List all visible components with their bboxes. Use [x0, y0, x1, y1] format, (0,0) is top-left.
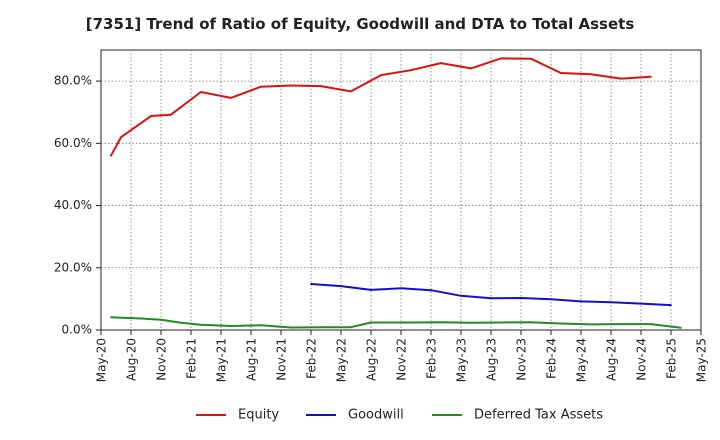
x-tick-label: May-24 — [575, 338, 589, 382]
goodwill-point — [370, 288, 372, 291]
goodwill-point — [490, 297, 492, 300]
goodwill-point — [580, 300, 582, 303]
equity-point — [350, 90, 352, 93]
x-tick-label: Aug-22 — [365, 338, 379, 381]
equity-point — [230, 97, 232, 99]
equity-point — [500, 57, 502, 60]
deferred-tax-assets-point — [440, 321, 442, 324]
x-tick-label: May-25 — [695, 338, 709, 382]
equity-point — [200, 91, 202, 93]
deferred-tax-assets-point — [160, 318, 162, 321]
y-tick-label: 0.0% — [62, 323, 93, 337]
x-tick-label: Feb-25 — [665, 338, 679, 379]
x-tick-label: Feb-24 — [545, 338, 559, 379]
equity-point — [650, 75, 652, 78]
deferred-tax-assets-point — [180, 321, 183, 324]
x-tick-label: Feb-23 — [425, 338, 439, 379]
x-tick-label: Aug-21 — [245, 338, 259, 381]
deferred-tax-assets-point — [530, 321, 532, 324]
deferred-tax-assets-point — [230, 325, 232, 327]
equity-point — [320, 85, 322, 87]
equity-point — [170, 113, 172, 116]
goodwill-point — [610, 301, 612, 304]
deferred-tax-assets-point — [290, 326, 292, 329]
equity-point — [260, 85, 262, 88]
deferred-tax-assets-point — [470, 321, 472, 324]
x-tick-label: Nov-20 — [155, 338, 169, 381]
x-tick-label: Feb-21 — [185, 338, 199, 379]
equity-point — [530, 57, 532, 60]
deferred-tax-assets-point — [110, 316, 112, 319]
x-tick-label: Nov-21 — [275, 338, 289, 381]
equity-point — [470, 67, 472, 70]
y-tick-label: 40.0% — [54, 198, 92, 212]
equity-point — [120, 136, 122, 139]
goodwill-point — [550, 298, 552, 301]
deferred-tax-assets-point — [560, 322, 562, 325]
equity-point — [380, 74, 382, 77]
y-tick-label: 20.0% — [54, 260, 92, 274]
deferred-tax-assets-point — [200, 323, 202, 326]
equity-point — [110, 154, 112, 157]
legend-deferred-tax-assets-label: Deferred Tax Assets — [474, 408, 603, 423]
deferred-tax-assets-point — [680, 326, 682, 329]
deferred-tax-assets-point — [410, 321, 412, 324]
deferred-tax-assets-point — [590, 323, 592, 326]
chart-title: [7351] Trend of Ratio of Equity, Goodwil… — [85, 15, 635, 33]
deferred-tax-assets-point — [620, 323, 622, 325]
equity-point — [620, 77, 622, 80]
equity-point — [150, 115, 153, 117]
x-tick-label: Aug-24 — [605, 338, 619, 381]
x-tick-label: Nov-22 — [395, 338, 409, 381]
legend-goodwill-label: Goodwill — [348, 408, 404, 423]
deferred-tax-assets-point — [500, 321, 502, 324]
y-tick-label: 60.0% — [54, 136, 92, 150]
goodwill-point — [520, 297, 522, 299]
deferred-tax-assets-point — [350, 326, 352, 329]
x-tick-label: Aug-20 — [125, 338, 139, 381]
goodwill-point — [400, 287, 402, 290]
equity-point — [590, 73, 592, 76]
x-tick-label: May-20 — [95, 338, 109, 382]
deferred-tax-assets-point — [260, 324, 262, 327]
x-tick-label: Nov-24 — [635, 338, 649, 381]
equity-point — [290, 84, 292, 87]
goodwill-point — [640, 302, 642, 305]
goodwill-point — [670, 304, 672, 307]
goodwill-point — [340, 285, 342, 288]
x-tick-label: May-21 — [215, 338, 229, 382]
x-tick-label: May-23 — [455, 338, 469, 382]
legend-equity-label: Equity — [238, 408, 279, 423]
goodwill-point — [460, 294, 462, 297]
deferred-tax-assets-point — [650, 323, 652, 325]
equity-point — [560, 72, 562, 74]
goodwill-point — [430, 289, 432, 292]
equity-line — [110, 57, 651, 157]
equity-point — [440, 62, 442, 64]
x-tick-label: Feb-22 — [305, 338, 319, 379]
equity-point — [410, 69, 412, 72]
x-tick-label: May-22 — [335, 338, 349, 382]
x-tick-label: Nov-23 — [515, 338, 529, 381]
goodwill-point — [310, 283, 312, 285]
y-tick-label: 80.0% — [54, 74, 92, 88]
deferred-tax-assets-point — [140, 317, 142, 320]
deferred-tax-assets-point — [370, 321, 372, 324]
x-tick-label: Aug-23 — [485, 338, 499, 381]
deferred-tax-assets-point — [320, 326, 322, 329]
